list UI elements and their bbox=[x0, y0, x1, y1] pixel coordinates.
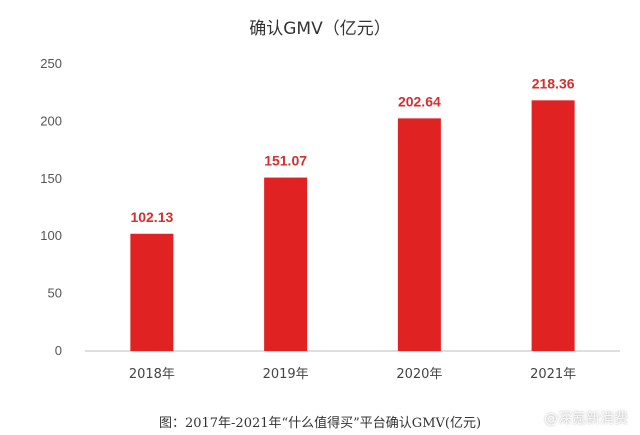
bar bbox=[531, 100, 575, 351]
data-label: 218.36 bbox=[532, 75, 575, 91]
y-axis: 0 50 100 150 200 250 bbox=[40, 56, 62, 358]
x-tick-label: 2019年 bbox=[263, 367, 309, 382]
x-tick-label: 2020年 bbox=[396, 367, 442, 382]
data-label: 151.07 bbox=[264, 153, 307, 169]
y-tick-label: 100 bbox=[40, 228, 62, 243]
bars-group: 102.13 151.07 202.64 218.36 bbox=[130, 75, 575, 351]
x-axis: 2018年 2019年 2020年 2021年 bbox=[129, 367, 576, 382]
bar bbox=[130, 233, 174, 351]
data-label: 202.64 bbox=[398, 93, 441, 109]
figure-caption: 图：2017年-2021年“什么值得买”平台确认GMV(亿元) bbox=[158, 416, 482, 431]
bar bbox=[397, 118, 441, 351]
bar bbox=[264, 177, 308, 351]
y-tick-label: 250 bbox=[40, 56, 62, 71]
x-tick-label: 2021年 bbox=[530, 367, 576, 382]
data-label: 102.13 bbox=[130, 209, 173, 225]
y-tick-label: 150 bbox=[40, 171, 62, 186]
y-tick-label: 50 bbox=[48, 286, 62, 301]
bar-chart: 确认GMV（亿元） 0 50 100 150 200 250 102.13 151.07 20… bbox=[40, 19, 620, 382]
chart-title: 确认GMV（亿元） bbox=[249, 19, 390, 39]
y-tick-label: 200 bbox=[40, 113, 62, 128]
x-tick-label: 2018年 bbox=[129, 367, 175, 382]
watermark: @深氪新消费 bbox=[544, 411, 628, 427]
y-tick-label: 0 bbox=[55, 343, 62, 358]
